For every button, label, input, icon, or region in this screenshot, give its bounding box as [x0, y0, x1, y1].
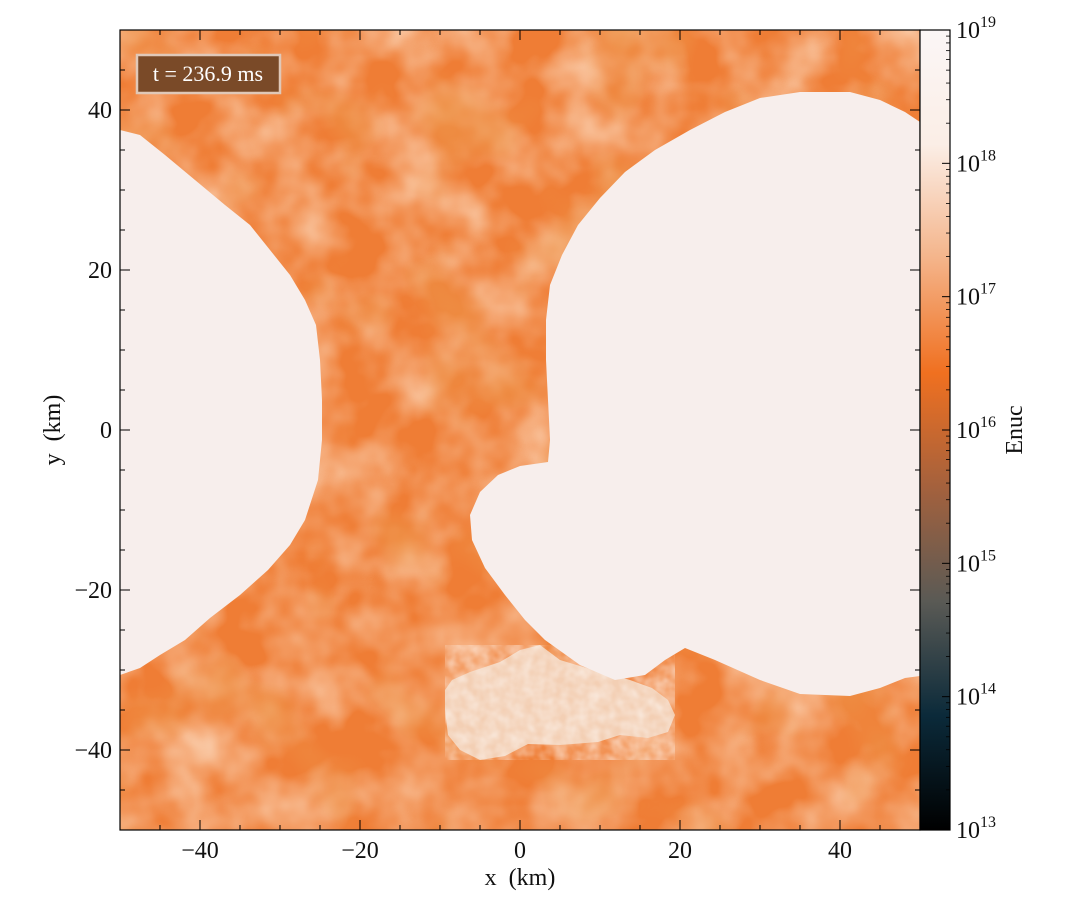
time-label-box: t = 236.9 ms	[135, 53, 282, 95]
colorbar-tick-label: 1019	[956, 14, 996, 44]
x-tick-label: −20	[341, 838, 379, 864]
right-saturated-region	[470, 92, 920, 696]
x-tick-label: 20	[668, 838, 692, 864]
y-tick-label: −20	[74, 578, 112, 604]
hot-spot-texture	[445, 645, 675, 760]
colorbar-tick-label: 1015	[956, 547, 996, 577]
left-saturated-region	[120, 130, 322, 675]
x-tick-label: 40	[828, 838, 852, 864]
colorbar-tick-label: 1013	[956, 814, 996, 844]
heatmap-plot	[120, 30, 920, 830]
x-axis-label: x (km)	[485, 865, 556, 891]
y-axis-label: y (km)	[40, 395, 66, 466]
y-tick-label: 40	[88, 98, 112, 124]
colorbar-tick-label: 1014	[956, 681, 996, 711]
colorbar-tick-label: 1018	[956, 147, 996, 177]
y-axis-ticks: −40 −20 0 20 40	[74, 29, 920, 831]
colorbar-tick-label: 1017	[956, 281, 996, 311]
y-tick-label: 0	[100, 418, 112, 444]
time-label: t = 236.9 ms	[153, 61, 263, 86]
y-tick-label: 20	[88, 258, 112, 284]
x-tick-label: −40	[181, 838, 219, 864]
colorbar-tick-label: 1016	[956, 414, 996, 444]
colorbar-label: Enuc	[1002, 405, 1028, 454]
colorbar: 1013 1014 1015 1016 1017 1018 1019 Enuc	[919, 14, 1028, 844]
y-tick-label: −40	[74, 738, 112, 764]
colorbar-ticks: 1013 1014 1015 1016 1017 1018 1019	[942, 14, 996, 844]
x-axis-ticks: −40 −20 0 20 40	[119, 30, 921, 864]
x-tick-label: 0	[514, 838, 526, 864]
